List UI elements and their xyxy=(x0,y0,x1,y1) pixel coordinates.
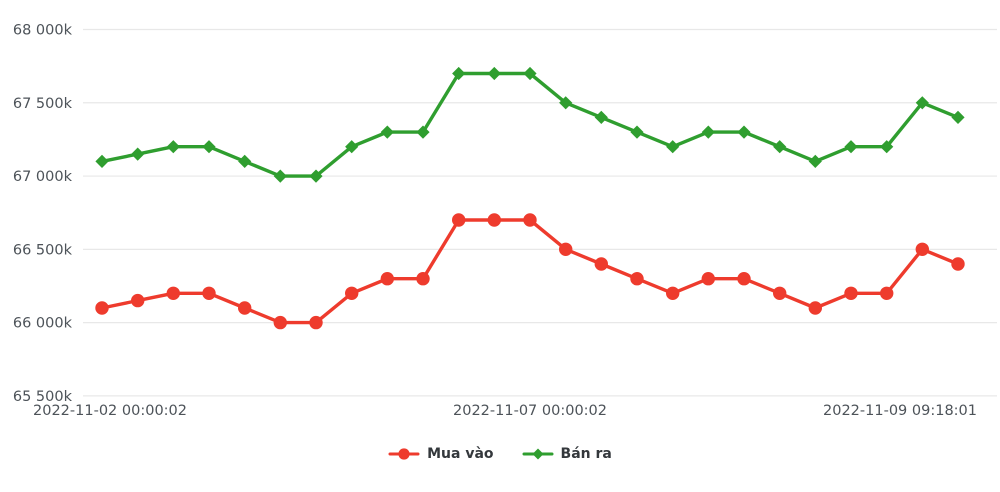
data-point-mua-vao[interactable] xyxy=(166,286,180,300)
data-point-ban-ra[interactable] xyxy=(808,154,822,168)
data-point-mua-vao[interactable] xyxy=(309,315,323,330)
data-point-mua-vao[interactable] xyxy=(95,301,109,315)
data-point-ban-ra[interactable] xyxy=(844,140,858,154)
data-point-mua-vao[interactable] xyxy=(594,257,608,271)
y-axis-tick-label: 67 000k xyxy=(13,169,73,185)
legend-marker-diamond-icon xyxy=(522,448,554,460)
data-point-mua-vao[interactable] xyxy=(951,257,965,271)
data-point-ban-ra[interactable] xyxy=(309,169,323,183)
data-point-mua-vao[interactable] xyxy=(131,293,145,308)
data-point-ban-ra[interactable] xyxy=(416,125,430,139)
data-point-mua-vao[interactable] xyxy=(202,286,216,300)
legend-marker-circle-icon xyxy=(388,448,420,460)
data-point-ban-ra[interactable] xyxy=(202,140,216,154)
data-point-ban-ra[interactable] xyxy=(523,66,537,81)
data-point-ban-ra[interactable] xyxy=(95,154,109,168)
data-point-mua-vao[interactable] xyxy=(844,286,858,300)
legend-item-ban-ra[interactable]: Bán ra xyxy=(522,446,612,462)
data-point-mua-vao[interactable] xyxy=(915,242,929,256)
data-point-ban-ra[interactable] xyxy=(487,66,501,81)
data-point-ban-ra[interactable] xyxy=(131,147,145,161)
legend-label-ban-ra: Bán ra xyxy=(560,446,612,462)
data-point-mua-vao[interactable] xyxy=(345,286,359,300)
y-axis-tick-label: 66 000k xyxy=(13,316,73,332)
data-point-mua-vao[interactable] xyxy=(808,301,822,315)
data-point-ban-ra[interactable] xyxy=(630,125,644,139)
data-point-ban-ra[interactable] xyxy=(773,140,787,154)
data-point-ban-ra[interactable] xyxy=(559,96,573,110)
data-point-mua-vao[interactable] xyxy=(880,286,894,300)
data-point-ban-ra[interactable] xyxy=(701,125,715,139)
data-point-ban-ra[interactable] xyxy=(951,110,965,124)
data-point-ban-ra[interactable] xyxy=(238,154,252,168)
data-point-mua-vao[interactable] xyxy=(487,213,501,227)
y-axis-tick-label: 68 000k xyxy=(13,23,73,39)
legend-diamond xyxy=(532,448,544,460)
data-point-mua-vao[interactable] xyxy=(380,272,394,286)
data-point-mua-vao[interactable] xyxy=(238,301,252,315)
chart-legend: Mua vào Bán ra xyxy=(0,440,1000,468)
data-point-ban-ra[interactable] xyxy=(273,169,287,183)
series-line-mua-vao xyxy=(100,218,960,325)
data-point-mua-vao[interactable] xyxy=(737,272,751,286)
data-point-ban-ra[interactable] xyxy=(737,125,751,139)
data-point-ban-ra[interactable] xyxy=(380,125,394,139)
series-line-ban-ra xyxy=(100,71,960,178)
data-point-ban-ra[interactable] xyxy=(594,110,608,124)
x-axis-tick-label: 2022-11-02 00:00:02 xyxy=(33,403,187,419)
y-axis-tick-label: 66 500k xyxy=(13,242,73,258)
legend-item-mua-vao[interactable]: Mua vào xyxy=(388,446,494,462)
y-axis-tick-label: 65 500k xyxy=(13,389,73,405)
data-point-mua-vao[interactable] xyxy=(416,272,430,286)
data-point-mua-vao[interactable] xyxy=(559,242,573,256)
legend-circle xyxy=(398,448,410,460)
data-point-ban-ra[interactable] xyxy=(166,140,180,154)
data-point-mua-vao[interactable] xyxy=(701,272,715,286)
data-point-mua-vao[interactable] xyxy=(666,286,680,300)
data-point-ban-ra[interactable] xyxy=(915,96,929,110)
data-point-mua-vao[interactable] xyxy=(773,286,787,300)
data-point-mua-vao[interactable] xyxy=(452,213,466,227)
legend-label-mua-vao: Mua vào xyxy=(427,446,494,462)
x-axis-tick-label: 2022-11-07 00:00:02 xyxy=(453,403,607,419)
data-point-ban-ra[interactable] xyxy=(452,66,466,81)
data-point-mua-vao[interactable] xyxy=(273,315,287,330)
data-point-ban-ra[interactable] xyxy=(880,140,894,154)
data-point-mua-vao[interactable] xyxy=(523,213,537,227)
data-point-mua-vao[interactable] xyxy=(630,272,644,286)
y-axis-tick-label: 67 500k xyxy=(13,96,73,112)
data-point-ban-ra[interactable] xyxy=(345,140,359,154)
data-point-ban-ra[interactable] xyxy=(666,140,680,154)
x-axis-tick-label: 2022-11-09 09:18:01 xyxy=(823,403,977,419)
